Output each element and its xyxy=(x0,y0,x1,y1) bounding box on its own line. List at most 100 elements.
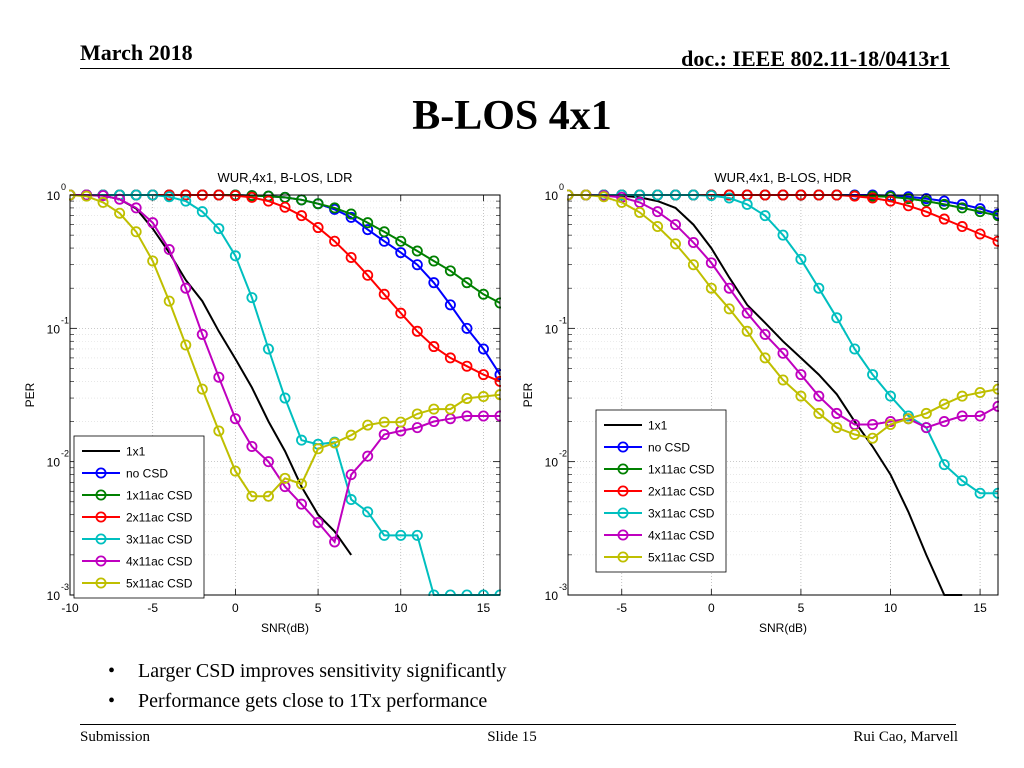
data-point xyxy=(920,422,932,434)
data-point xyxy=(956,198,968,210)
y-axis-label: PER xyxy=(23,382,37,407)
legend-swatch-marker xyxy=(95,511,107,523)
data-point xyxy=(867,418,879,430)
data-point xyxy=(345,469,357,481)
data-point xyxy=(849,343,861,355)
legend-item: no CSD xyxy=(82,467,168,481)
data-point xyxy=(813,390,825,402)
legend-item: 3x11ac CSD xyxy=(82,533,193,547)
legend-item: 5x11ac CSD xyxy=(604,551,715,565)
x-tick-label: -5 xyxy=(147,601,158,615)
data-point xyxy=(920,206,932,218)
data-point xyxy=(213,223,225,235)
series-line-1x11ac-csd xyxy=(568,194,999,217)
data-point xyxy=(920,195,932,207)
data-point xyxy=(705,257,717,269)
data-point xyxy=(652,206,664,218)
data-point xyxy=(938,198,950,210)
y-tick-exponent: 0 xyxy=(559,182,564,192)
data-point xyxy=(81,190,93,202)
y-tick-label: 10 xyxy=(47,189,61,203)
data-point xyxy=(974,487,986,499)
legend-swatch-marker xyxy=(95,533,107,545)
data-point xyxy=(296,498,308,510)
data-point xyxy=(956,475,968,487)
data-point xyxy=(163,295,175,307)
data-point xyxy=(849,428,861,440)
data-point xyxy=(461,392,473,404)
data-point xyxy=(428,341,440,353)
y-tick-label: 10 xyxy=(47,589,61,603)
data-point xyxy=(196,383,208,395)
y-tick-exponent: -3 xyxy=(559,582,567,592)
data-point xyxy=(669,238,681,250)
data-point xyxy=(777,347,789,359)
data-point xyxy=(759,352,771,364)
legend-label: 1x11ac CSD xyxy=(126,489,193,503)
y-tick-exponent: -2 xyxy=(559,449,567,459)
data-point xyxy=(411,325,423,337)
data-point xyxy=(831,312,843,324)
data-point xyxy=(378,416,390,428)
legend-item: 2x11ac CSD xyxy=(604,485,715,499)
legend-label: 2x11ac CSD xyxy=(126,511,193,525)
footer-submission: Submission xyxy=(80,729,151,745)
data-point xyxy=(296,478,308,490)
data-point xyxy=(114,207,126,219)
data-point xyxy=(329,202,341,214)
legend-label: 4x11ac CSD xyxy=(126,555,193,569)
series-line-5x11ac-csd xyxy=(69,194,501,498)
legend-item: 4x11ac CSD xyxy=(82,555,193,569)
data-point xyxy=(312,443,324,455)
data-point xyxy=(246,490,258,502)
legend-label: 1x11ac CSD xyxy=(648,463,715,477)
data-point xyxy=(616,196,628,208)
chart-title: WUR,4x1, B-LOS, HDR xyxy=(714,170,851,185)
data-point xyxy=(831,422,843,434)
y-tick-exponent: -1 xyxy=(61,315,69,325)
series-4x11ac-csd xyxy=(567,189,999,434)
data-point xyxy=(669,219,681,231)
data-point xyxy=(477,369,489,381)
bullet-marker: • xyxy=(108,660,116,682)
data-point xyxy=(411,245,423,257)
data-point xyxy=(395,529,407,541)
data-point xyxy=(477,410,489,422)
data-point xyxy=(395,416,407,428)
data-point xyxy=(378,428,390,440)
data-point xyxy=(831,407,843,419)
legend-label: 4x11ac CSD xyxy=(648,529,715,543)
data-point xyxy=(196,328,208,340)
data-point xyxy=(867,369,879,381)
data-point xyxy=(378,226,390,238)
data-point xyxy=(262,195,274,207)
legend-item: no CSD xyxy=(604,441,690,455)
series-5x11ac-csd xyxy=(69,189,501,502)
legend-swatch-marker xyxy=(95,555,107,567)
legend-label: 5x11ac CSD xyxy=(126,577,193,591)
footer-divider xyxy=(80,724,956,725)
data-point xyxy=(428,416,440,428)
data-point xyxy=(956,221,968,233)
data-point xyxy=(279,481,291,493)
data-point xyxy=(279,392,291,404)
data-point xyxy=(938,459,950,471)
data-point xyxy=(362,506,374,518)
y-tick-label: 10 xyxy=(47,322,61,336)
data-point xyxy=(884,390,896,402)
legend-swatch-marker xyxy=(617,507,629,519)
bullet-text: Performance gets close to 1Tx performanc… xyxy=(138,690,488,712)
data-point xyxy=(902,200,914,212)
data-point xyxy=(687,259,699,271)
data-point xyxy=(279,472,291,484)
legend-item: 1x11ac CSD xyxy=(82,489,193,503)
data-point xyxy=(652,221,664,233)
data-point xyxy=(741,307,753,319)
series-line-4x11ac-csd xyxy=(70,194,500,545)
data-point xyxy=(362,217,374,229)
data-point xyxy=(196,206,208,218)
data-point xyxy=(329,536,341,548)
legend-label: 3x11ac CSD xyxy=(126,533,193,547)
data-point xyxy=(428,277,440,289)
